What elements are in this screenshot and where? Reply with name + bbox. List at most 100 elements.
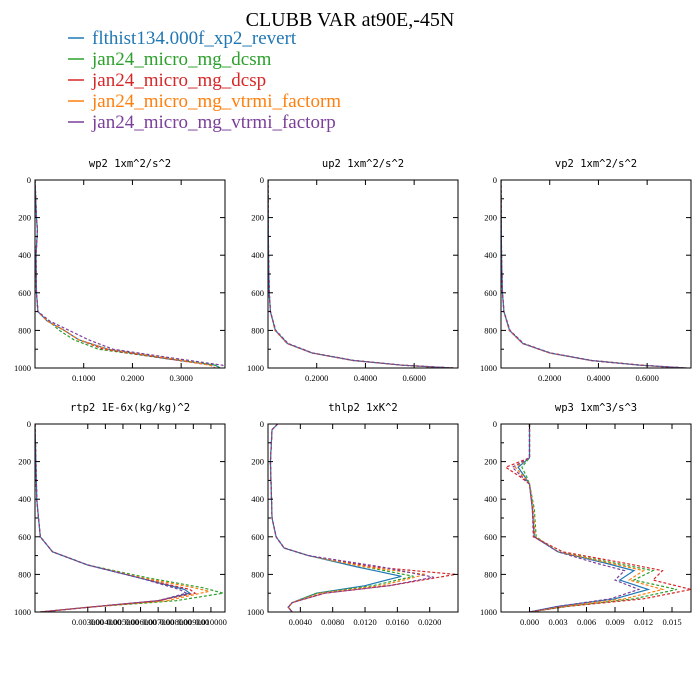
y-tick-label: 1000: [480, 363, 497, 373]
legend: flthist134.000f_xp2_revertjan24_micro_mg…: [68, 28, 341, 133]
y-tick-label: 800: [484, 325, 497, 335]
series-line-3: [35, 180, 216, 368]
legend-label: jan24_micro_mg_dcsp: [91, 70, 266, 91]
series-line-4: [35, 180, 225, 368]
series-line-0: [517, 424, 651, 612]
plot-frame: [500, 179, 692, 369]
x-tick-label: 0.006: [577, 617, 596, 627]
y-tick-label: 400: [18, 494, 31, 504]
legend-item: flthist134.000f_xp2_revert: [68, 28, 297, 49]
series-line-0: [268, 180, 454, 368]
x-tick-label: 0.2000: [121, 373, 144, 383]
y-tick-label: 400: [484, 494, 497, 504]
y-tick-label: 600: [251, 288, 264, 298]
series-group: [35, 180, 225, 368]
series-line-0: [501, 180, 687, 368]
y-tick-label: 1000: [247, 363, 264, 373]
y-tick-label: 600: [484, 532, 497, 542]
series-line-1: [268, 180, 454, 368]
panel-title: wp2 1xm^2/s^2: [89, 158, 171, 170]
x-tick-label: 0.6000: [635, 373, 658, 383]
y-tick-label: 200: [251, 213, 264, 223]
panel-0: wp2 1xm^2/s^2 0 200 400 600 800 1000 0.1000 0.20…: [14, 158, 226, 383]
x-tick-label: 0.003: [548, 617, 567, 627]
x-tick-label: 0.009: [605, 617, 624, 627]
series-line-4: [268, 180, 454, 368]
y-tick-label: 800: [18, 569, 31, 579]
x-tick-label: 0.000: [520, 617, 539, 627]
panel-1: up2 1xm^2/s^2 0 200 400 600 800 1000 0.2000 0.40…: [247, 158, 459, 383]
series-line-2: [269, 424, 456, 612]
x-tick-label: 0.006000: [125, 617, 157, 627]
series-line-1: [269, 424, 414, 612]
plot-frame: [267, 179, 459, 369]
y-tick-label: 800: [251, 569, 264, 579]
legend-label: jan24_micro_mg_vtrmi_factorp: [91, 112, 336, 133]
y-tick-label: 600: [18, 532, 31, 542]
x-tick-label: 0.009000: [177, 617, 209, 627]
y-tick-label: 0: [260, 175, 264, 185]
legend-label: jan24_micro_mg_dcsm: [91, 49, 272, 70]
series-group: [501, 180, 687, 368]
panels: wp2 1xm^2/s^2 0 200 400 600 800 1000 0.1000 0.20…: [14, 158, 692, 627]
series-group: [504, 424, 691, 612]
x-tick-label: 0.6000: [402, 373, 425, 383]
x-tick-label: 0.004000: [89, 617, 121, 627]
series-line-3: [514, 424, 665, 612]
y-tick-label: 600: [18, 288, 31, 298]
y-tick-label: 800: [251, 325, 264, 335]
x-tick-label: 0.010000: [195, 617, 227, 627]
x-tick-label: 0.003000: [72, 617, 104, 627]
y-tick-label: 1000: [14, 363, 31, 373]
series-line-4: [511, 424, 641, 612]
legend-label: jan24_micro_mg_vtrmi_factorm: [91, 91, 341, 112]
legend-item: jan24_micro_mg_dcsp: [68, 70, 266, 91]
legend-item: jan24_micro_mg_vtrmi_factorp: [68, 112, 336, 133]
y-tick-label: 0: [493, 419, 497, 429]
x-tick-label: 0.0040: [289, 617, 312, 627]
x-tick-label: 0.0120: [353, 617, 376, 627]
series-group: [269, 424, 456, 612]
x-tick-label: 0.012: [634, 617, 653, 627]
panel-2: vp2 1xm^2/s^2 0 200 400 600 800 1000 0.2000 0.40…: [480, 158, 692, 383]
x-tick-label: 0.0080: [321, 617, 344, 627]
y-tick-label: 0: [27, 175, 31, 185]
x-tick-label: 0.008000: [160, 617, 192, 627]
x-tick-label: 0.0200: [418, 617, 441, 627]
x-tick-label: 0.0160: [386, 617, 409, 627]
y-tick-label: 400: [484, 250, 497, 260]
panel-5: wp3 1xm^3/s^3 0 200 400 600 800 1000 0.000 0.003…: [480, 402, 692, 627]
panel-title: up2 1xm^2/s^2: [322, 158, 404, 170]
y-tick-label: 600: [251, 532, 264, 542]
legend-item: jan24_micro_mg_dcsm: [68, 49, 272, 70]
x-tick-label: 0.4000: [354, 373, 377, 383]
y-tick-label: 1000: [14, 607, 31, 617]
x-tick-label: 0.4000: [587, 373, 610, 383]
series-line-1: [521, 424, 677, 612]
y-tick-label: 600: [484, 288, 497, 298]
legend-item: jan24_micro_mg_vtrmi_factorm: [68, 91, 341, 112]
panel-title: rtp2 1E-6x(kg/kg)^2: [70, 402, 190, 414]
series-line-3: [501, 180, 687, 368]
series-line-2: [504, 424, 691, 612]
series-group: [268, 180, 454, 368]
figure-title: CLUBB VAR at90E,-45N: [246, 9, 455, 31]
y-tick-label: 0: [493, 175, 497, 185]
plot-frame: [34, 423, 226, 613]
y-tick-label: 0: [260, 419, 264, 429]
y-tick-label: 800: [18, 325, 31, 335]
y-tick-label: 0: [27, 419, 31, 429]
series-line-1: [35, 180, 221, 368]
legend-label: flthist134.000f_xp2_revert: [92, 28, 297, 49]
plot-frame: [267, 423, 459, 613]
series-line-1: [35, 424, 224, 612]
series-line-1: [501, 180, 687, 368]
y-tick-label: 200: [251, 457, 264, 467]
y-tick-label: 200: [18, 213, 31, 223]
x-tick-label: 0.2000: [538, 373, 561, 383]
series-line-2: [35, 180, 216, 368]
y-tick-label: 1000: [480, 607, 497, 617]
y-tick-label: 400: [251, 494, 264, 504]
x-tick-label: 0.015: [662, 617, 681, 627]
panel-title: wp3 1xm^3/s^3: [555, 402, 637, 414]
